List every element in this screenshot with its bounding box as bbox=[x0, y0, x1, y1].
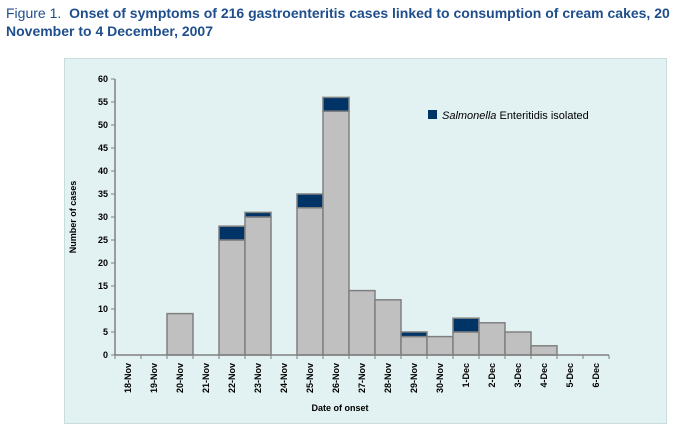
bar-other bbox=[322, 110, 350, 356]
y-tick-label: 5 bbox=[103, 327, 108, 337]
y-tick-label: 55 bbox=[98, 97, 108, 107]
legend-swatch bbox=[428, 110, 437, 119]
bar-other bbox=[452, 331, 480, 356]
x-tick-label: 28-Nov bbox=[383, 363, 393, 393]
x-tick-label: 19-Nov bbox=[149, 363, 159, 393]
y-tick-label: 60 bbox=[98, 74, 108, 84]
x-tick-label: 20-Nov bbox=[175, 363, 185, 393]
bar-other bbox=[166, 312, 194, 356]
bar-other bbox=[374, 299, 402, 356]
bar-salmonella bbox=[296, 193, 324, 209]
x-tick-label: 26-Nov bbox=[331, 363, 341, 393]
bar-other bbox=[400, 335, 428, 356]
y-tick-label: 20 bbox=[98, 258, 108, 268]
x-tick-label: 1-Dec bbox=[461, 363, 471, 388]
figure-label: Figure 1. bbox=[6, 5, 62, 21]
x-tick-label: 2-Dec bbox=[487, 363, 497, 388]
bar-salmonella bbox=[322, 96, 350, 112]
x-tick-label: 18-Nov bbox=[123, 363, 133, 393]
bar-other bbox=[348, 289, 376, 356]
x-axis-title: Date of onset bbox=[311, 403, 368, 413]
figure-title: Onset of symptoms of 216 gastroenteritis… bbox=[6, 5, 670, 39]
bar-other bbox=[504, 331, 532, 356]
bar-salmonella bbox=[218, 225, 246, 241]
x-tick-label: 21-Nov bbox=[201, 363, 211, 393]
y-axis-title: Number of cases bbox=[68, 181, 78, 254]
bar-salmonella bbox=[452, 317, 480, 333]
x-tick-label: 25-Nov bbox=[305, 363, 315, 393]
bar-other bbox=[426, 335, 454, 356]
bar-other bbox=[530, 345, 558, 356]
y-tick-label: 0 bbox=[103, 350, 108, 360]
x-tick-label: 29-Nov bbox=[409, 363, 419, 393]
y-tick-label: 15 bbox=[98, 281, 108, 291]
legend-rest: Enteritidis isolated bbox=[496, 110, 588, 122]
y-tick-label: 10 bbox=[98, 304, 108, 314]
x-tick-label: 27-Nov bbox=[357, 363, 367, 393]
x-tick-label: 5-Dec bbox=[565, 363, 575, 388]
bar-salmonella bbox=[400, 331, 428, 338]
y-tick-label: 35 bbox=[98, 189, 108, 199]
y-tick-label: 45 bbox=[98, 143, 108, 153]
bar-other bbox=[296, 207, 324, 356]
x-tick-label: 22-Nov bbox=[227, 363, 237, 393]
y-tick-label: 40 bbox=[98, 166, 108, 176]
x-tick-label: 24-Nov bbox=[279, 363, 289, 393]
bar-salmonella bbox=[244, 211, 272, 218]
bar-other bbox=[244, 216, 272, 356]
chart-panel bbox=[64, 58, 667, 424]
legend-label: Salmonella Enteritidis isolated bbox=[442, 110, 589, 122]
y-tick-label: 30 bbox=[98, 212, 108, 222]
x-tick-label: 4-Dec bbox=[539, 363, 549, 388]
legend-italic: Salmonella bbox=[442, 110, 496, 122]
x-tick-label: 30-Nov bbox=[435, 363, 445, 393]
figure-caption: Figure 1. Onset of symptoms of 216 gastr… bbox=[6, 4, 682, 40]
x-tick-label: 6-Dec bbox=[591, 363, 601, 388]
x-tick-label: 3-Dec bbox=[513, 363, 523, 388]
y-tick-label: 50 bbox=[98, 120, 108, 130]
y-tick-label: 25 bbox=[98, 235, 108, 245]
x-tick-label: 23-Nov bbox=[253, 363, 263, 393]
bar-other bbox=[218, 239, 246, 356]
bar-other bbox=[478, 322, 506, 356]
